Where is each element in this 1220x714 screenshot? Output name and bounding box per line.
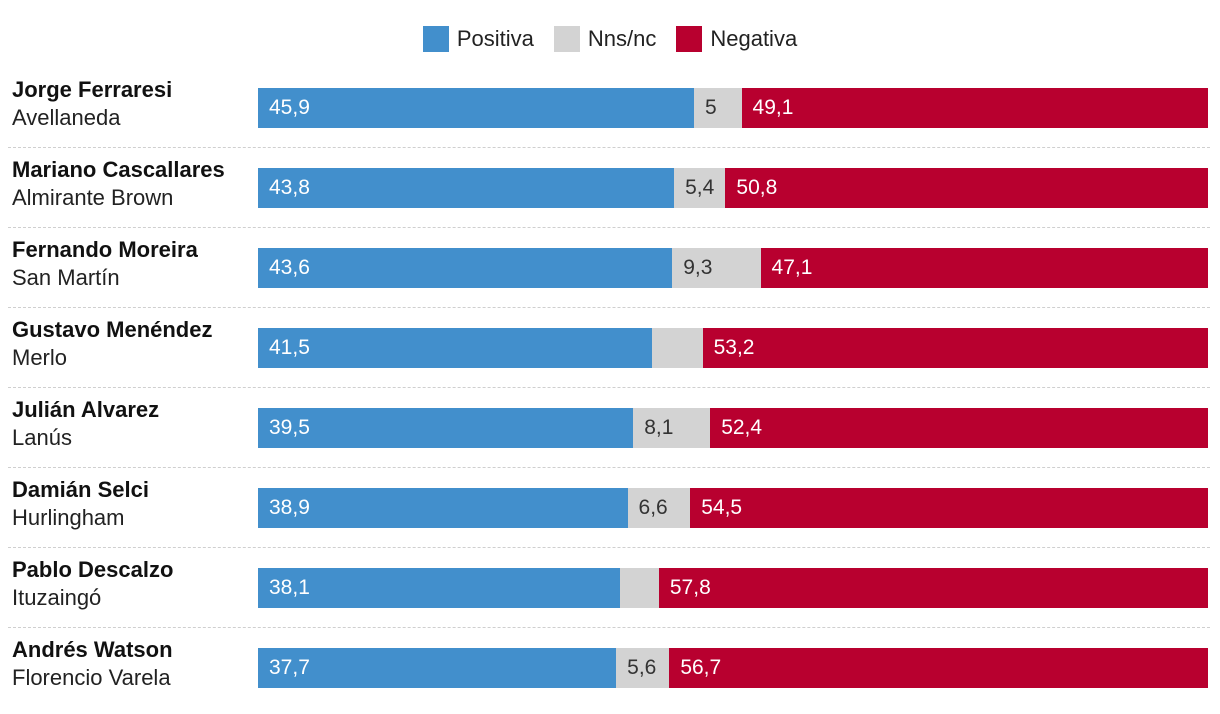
bar-segment-nns-nc: 8,1 (633, 408, 711, 448)
data-label-negativa: 54,5 (701, 496, 743, 519)
stacked-bar: 38,1 57,8 (258, 568, 1208, 608)
stacked-bar: 43,8 5,4 50,8 (258, 168, 1208, 208)
data-label-nns-nc: 9,3 (683, 256, 713, 279)
legend-label-negativa: Negativa (710, 26, 798, 51)
legend-item-negativa: Negativa (676, 26, 797, 52)
row-label: Damián Selci Hurlingham (12, 476, 252, 532)
bar-segment-negativa: 52,4 (710, 408, 1208, 448)
data-label-nns-nc: 5 (705, 96, 717, 119)
bar-segment-positiva: 41,5 (258, 328, 653, 368)
data-label-positiva: 43,8 (269, 176, 310, 199)
stacked-bar: 43,6 9,3 47,1 (258, 248, 1208, 288)
stacked-bar: 45,9 5 49,1 (258, 88, 1208, 128)
chart-row: Mariano Cascallares Almirante Brown 43,8 5,… (0, 148, 1220, 228)
bar-segment-positiva: 43,6 (258, 248, 673, 288)
data-label-positiva: 38,9 (269, 496, 310, 519)
chart-row: Gustavo Menéndez Merlo 41,5 53,2 (0, 308, 1220, 388)
stacked-bar: 39,5 8,1 52,4 (258, 408, 1208, 448)
row-label: Mariano Cascallares Almirante Brown (12, 156, 252, 212)
municipality-name: San Martín (12, 265, 120, 290)
data-label-positiva: 41,5 (269, 336, 310, 359)
bar-segment-negativa: 53,2 (702, 328, 1208, 368)
legend: Positiva Nns/nc Negativa (0, 24, 1220, 54)
bar-segment-nns-nc: 5,6 (616, 648, 670, 688)
data-label-positiva: 39,5 (269, 416, 310, 439)
legend-label-nns-nc: Nns/nc (587, 26, 657, 51)
candidate-name: Jorge Ferraresi (12, 77, 173, 102)
bar-segment-nns-nc (652, 328, 703, 368)
bar-segment-nns-nc (619, 568, 659, 608)
bar-segment-negativa: 47,1 (760, 248, 1208, 288)
chart-rows: Jorge Ferraresi Avellaneda 45,9 5 49,1 Marian… (0, 68, 1220, 708)
bar-segment-positiva: 39,5 (258, 408, 634, 448)
stacked-bar: 41,5 53,2 (258, 328, 1208, 368)
bar-segment-negativa: 57,8 (658, 568, 1208, 608)
candidate-name: Damián Selci (12, 477, 149, 502)
legend-item-positiva: Positiva (422, 26, 534, 52)
chart-row: Pablo Descalzo Ituzaingó 38,1 57,8 (0, 548, 1220, 628)
bar-segment-negativa: 49,1 (741, 88, 1208, 128)
municipality-name: Ituzaingó (12, 585, 102, 610)
row-label: Gustavo Menéndez Merlo (12, 316, 252, 372)
municipality-name: Avellaneda (12, 105, 121, 130)
bar-segment-nns-nc: 9,3 (672, 248, 761, 288)
bar-segment-positiva: 37,7 (258, 648, 617, 688)
chart-row: Andrés Watson Florencio Varela 37,7 5,6 56,7 (0, 628, 1220, 708)
data-label-nns-nc: 8,1 (644, 416, 674, 439)
bar-segment-nns-nc: 6,6 (627, 488, 691, 528)
legend-swatch-nns-nc (553, 26, 580, 52)
chart-row: Jorge Ferraresi Avellaneda 45,9 5 49,1 (0, 68, 1220, 148)
data-label-nns-nc: 5,6 (627, 656, 657, 679)
data-label-negativa: 47,1 (771, 256, 813, 279)
data-label-negativa: 56,7 (680, 656, 722, 679)
data-label-positiva: 43,6 (269, 256, 310, 279)
data-label-negativa: 57,8 (669, 576, 711, 599)
bar-segment-nns-nc: 5,4 (674, 168, 726, 208)
row-label: Jorge Ferraresi Avellaneda (12, 76, 252, 132)
chart-row: Fernando Moreira San Martín 43,6 9,3 47,1 (0, 228, 1220, 308)
municipality-name: Almirante Brown (12, 185, 174, 210)
municipality-name: Merlo (12, 345, 68, 370)
row-label: Julián Alvarez Lanús (12, 396, 252, 452)
municipality-name: Hurlingham (12, 505, 125, 530)
bar-segment-negativa: 50,8 (725, 168, 1208, 208)
bar-segment-negativa: 56,7 (669, 648, 1208, 688)
bar-segment-positiva: 38,9 (258, 488, 628, 528)
data-label-nns-nc: 5,4 (685, 176, 715, 199)
row-label: Andrés Watson Florencio Varela (12, 636, 252, 692)
row-label: Fernando Moreira San Martín (12, 236, 252, 292)
candidate-name: Fernando Moreira (12, 237, 198, 262)
candidate-name: Pablo Descalzo (12, 557, 174, 582)
legend-swatch-negativa (676, 26, 703, 52)
data-label-negativa: 52,4 (721, 416, 763, 439)
municipality-name: Lanús (12, 425, 72, 450)
stacked-bar: 37,7 5,6 56,7 (258, 648, 1208, 688)
legend-swatch-positiva (422, 26, 449, 52)
data-label-negativa: 49,1 (752, 96, 794, 119)
row-label: Pablo Descalzo Ituzaingó (12, 556, 252, 612)
bar-segment-positiva: 38,1 (258, 568, 620, 608)
candidate-name: Gustavo Menéndez (12, 317, 213, 342)
candidate-name: Mariano Cascallares (12, 157, 225, 182)
municipality-name: Florencio Varela (12, 665, 171, 690)
chart-row: Julián Alvarez Lanús 39,5 8,1 52,4 (0, 388, 1220, 468)
data-label-positiva: 38,1 (269, 576, 310, 599)
candidate-name: Andrés Watson (12, 637, 173, 662)
bar-segment-negativa: 54,5 (690, 488, 1208, 528)
bar-segment-positiva: 45,9 (258, 88, 695, 128)
candidate-name: Julián Alvarez (12, 397, 160, 422)
legend-label-positiva: Positiva (456, 26, 534, 51)
chart-row: Damián Selci Hurlingham 38,9 6,6 54,5 (0, 468, 1220, 548)
legend-item-nns-nc: Nns/nc (553, 26, 657, 52)
bar-segment-nns-nc: 5 (694, 88, 742, 128)
bar-segment-positiva: 43,8 (258, 168, 675, 208)
data-label-nns-nc: 6,6 (638, 496, 668, 519)
stacked-bar: 38,9 6,6 54,5 (258, 488, 1208, 528)
data-label-positiva: 37,7 (269, 656, 310, 679)
data-label-negativa: 53,2 (713, 336, 755, 359)
data-label-positiva: 45,9 (269, 96, 310, 119)
data-label-negativa: 50,8 (736, 176, 778, 199)
